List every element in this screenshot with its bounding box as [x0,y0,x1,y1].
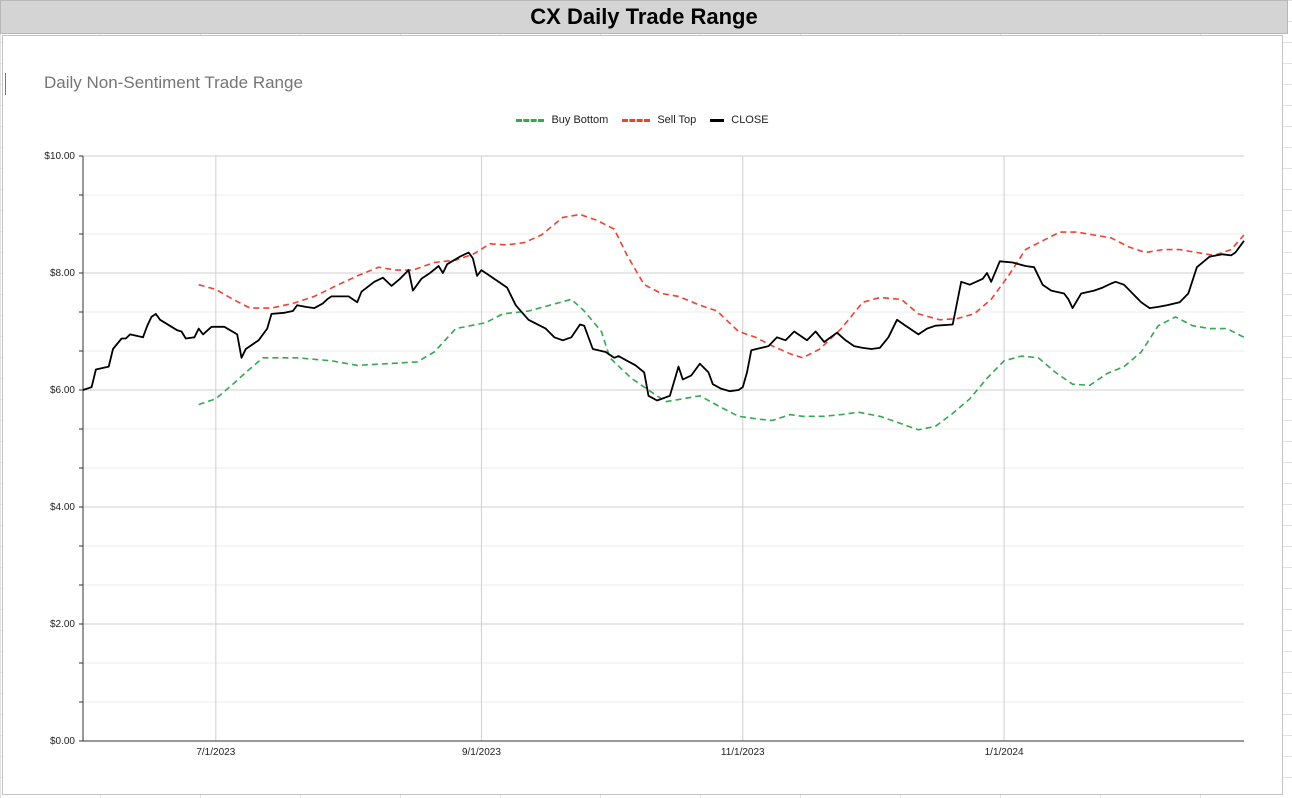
line-chart-plot: $0.00 $2.00 $4.00 $6.00 $8.00 $10.00 7/1/2023 9… [44,151,1245,758]
legend-swatch-sell-top [622,118,651,122]
series-line-close [82,240,1245,402]
legend-label-buy-bottom: Buy Bottom [551,114,609,126]
chart-legend: Buy Bottom Sell Top CLOSE [3,114,1282,126]
y-tick-label: $0.00 [50,736,75,747]
chart-container[interactable]: Daily Non-Sentiment Trade Range Buy Bott… [2,35,1283,795]
sheet-title: CX Daily Trade Range [530,4,758,29]
legend-swatch-buy-bottom [516,118,545,122]
y-tick-label: $8.00 [50,268,75,279]
x-tick-label: 11/1/2023 [721,747,765,758]
cell-cursor [5,73,6,95]
legend-label-close: CLOSE [731,114,769,126]
series-line-sell-top [198,213,1245,359]
legend-item-buy-bottom: Buy Bottom [516,114,608,126]
series-line-buy-bottom [198,298,1245,431]
legend-item-close: CLOSE [710,114,769,126]
legend-label-sell-top: Sell Top [657,114,697,126]
x-tick-label: 1/1/2024 [985,747,1024,758]
x-tick-label: 7/1/2023 [196,747,235,758]
legend-swatch-close [710,118,725,122]
y-tick-label: $4.00 [50,502,75,513]
x-tick-label: 9/1/2023 [462,747,501,758]
legend-item-sell-top: Sell Top [622,114,696,126]
y-tick-label: $2.00 [50,619,75,630]
sheet-title-bar: CX Daily Trade Range [0,0,1288,34]
y-tick-label: $6.00 [50,385,75,396]
chart-title: Daily Non-Sentiment Trade Range [44,73,303,92]
y-tick-label: $10.00 [44,151,75,162]
